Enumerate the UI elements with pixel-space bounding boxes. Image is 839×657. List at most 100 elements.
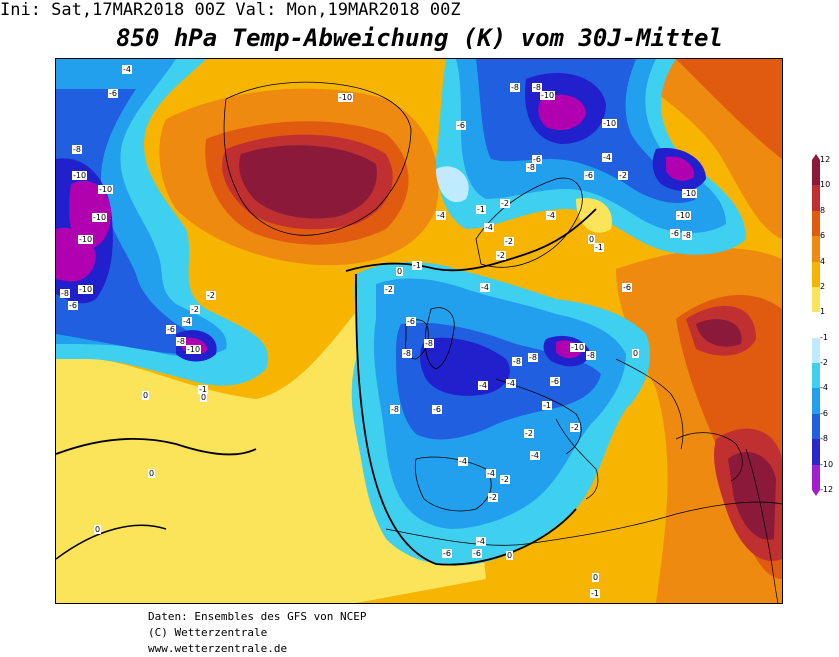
anomaly-map: -4 -6 -8 -10 -10 -10 -10 -8 -10 -6 -2 -2… (55, 58, 783, 604)
contour-label: 0 (632, 349, 640, 358)
legend-color-swatch (812, 160, 820, 186)
scandinavia-coastline (475, 177, 583, 268)
contour-label: -4 (546, 211, 556, 220)
zero-isoline-europe (355, 273, 577, 566)
maroon-greenland-core (239, 145, 377, 219)
contour-label: -1 (542, 401, 552, 410)
legend-tick-label: -2 (820, 358, 828, 368)
contour-label: -2 (384, 285, 394, 294)
pale-cyan-norway (436, 166, 469, 203)
legend-tick-label: -12 (820, 485, 834, 494)
legend-color-swatch (812, 236, 820, 263)
contour-label: -6 (108, 89, 118, 98)
contour-label: -6 (68, 301, 78, 310)
zero-isoline-north (345, 208, 597, 272)
greenland-coastline (223, 81, 412, 236)
contour-label: -8 (424, 339, 434, 348)
purple-cold-core-north (538, 94, 586, 131)
contour-label: -10 (676, 211, 692, 220)
legend-tick-label: -10 (820, 459, 834, 469)
footer-website-link[interactable]: www.wetterzentrale.de (148, 642, 288, 655)
yellow-patch-west (176, 433, 306, 569)
footer-copyright: (C) Wetterzentrale (148, 626, 268, 639)
balkans-border (615, 358, 684, 450)
legend-tick-label: 2 (820, 281, 826, 291)
legend-color-swatch (812, 337, 820, 364)
contour-label: -4 (602, 153, 612, 162)
contour-label: -6 (442, 549, 452, 558)
legend-color-swatch (812, 413, 820, 440)
contour-label: -10 (338, 93, 354, 102)
contour-label: 0 (592, 573, 600, 582)
contour-label: -2 (500, 475, 510, 484)
legend-tick-label: -8 (820, 434, 828, 444)
legend-color-swatch (812, 185, 820, 212)
contour-label: 0 (396, 267, 404, 276)
maroon-warm-core-southeast (728, 451, 776, 540)
legend-tick-label: 10 (820, 180, 831, 190)
contour-label: -8 (682, 231, 692, 240)
legend-tick-label: -1 (820, 332, 828, 342)
contour-label: -8 (402, 349, 412, 358)
chart-title: 850 hPa Temp-Abweichung (K) vom 30J-Mitt… (116, 24, 723, 52)
legend-tick-label: -6 (820, 408, 828, 418)
contour-label: -8 (176, 337, 186, 346)
contour-label: -4 (122, 65, 132, 74)
footer-data-source: Daten: Ensembles des GFS von NCEP (148, 610, 367, 623)
black-sea-coastline (675, 432, 743, 482)
legend-color-swatch (812, 286, 820, 313)
contour-label: -2 (206, 291, 216, 300)
contour-label: -8 (72, 145, 82, 154)
contour-label: -6 (670, 229, 680, 238)
purple-cell-russia (666, 156, 695, 181)
contour-label: -4 (182, 317, 192, 326)
contour-label: -8 (60, 289, 70, 298)
contour-label: -1 (198, 385, 208, 394)
contour-label: -8 (586, 351, 596, 360)
contour-label: -2 (504, 237, 514, 246)
dark-orange-northeast (676, 59, 782, 159)
legend-bottom-arrow (812, 490, 820, 496)
contour-label: -10 (92, 213, 108, 222)
legend-color-swatch (812, 261, 820, 288)
britain-coastline (424, 307, 455, 370)
contour-label: -4 (436, 211, 446, 220)
contour-label: -2 (500, 199, 510, 208)
contour-label: -10 (98, 185, 114, 194)
contour-label: -10 (540, 91, 556, 100)
contour-label: -10 (570, 343, 586, 352)
contour-label: -10 (682, 189, 698, 198)
contour-label: -4 (506, 379, 516, 388)
legend-color-swatch (812, 210, 820, 237)
contour-label: -4 (476, 537, 486, 546)
contour-label: -6 (622, 283, 632, 292)
contour-label: -2 (618, 171, 628, 180)
legend-color-swatch (812, 363, 820, 389)
contour-label: -10 (186, 345, 202, 354)
contour-label: -4 (484, 223, 494, 232)
legend-tick-label: 4 (820, 256, 826, 266)
contour-label: -10 (78, 285, 94, 294)
contour-label: -1 (412, 261, 422, 270)
contour-label: -2 (190, 305, 200, 314)
legend-tick-label: 12 (820, 155, 831, 164)
legend-tick-label: -4 (820, 383, 828, 393)
contour-label: 0 (200, 393, 208, 402)
contour-label: -4 (480, 283, 490, 292)
contour-label: -10 (72, 171, 88, 180)
italy-coastline (555, 418, 599, 500)
contour-label: -6 (456, 121, 466, 130)
legend-color-swatch (812, 388, 820, 415)
contour-label: -8 (528, 353, 538, 362)
legend-tick-label: 6 (820, 231, 826, 241)
contour-label: 0 (588, 235, 596, 244)
legend-color-swatch (812, 439, 820, 466)
contour-label: -4 (458, 457, 468, 466)
contour-label: -4 (486, 469, 496, 478)
contour-label: -4 (478, 381, 488, 390)
contour-label: -8 (510, 83, 520, 92)
contour-label: -10 (602, 119, 618, 128)
contour-label: -6 (166, 325, 176, 334)
legend-color-swatch (812, 312, 820, 339)
contour-label: -2 (496, 251, 506, 260)
